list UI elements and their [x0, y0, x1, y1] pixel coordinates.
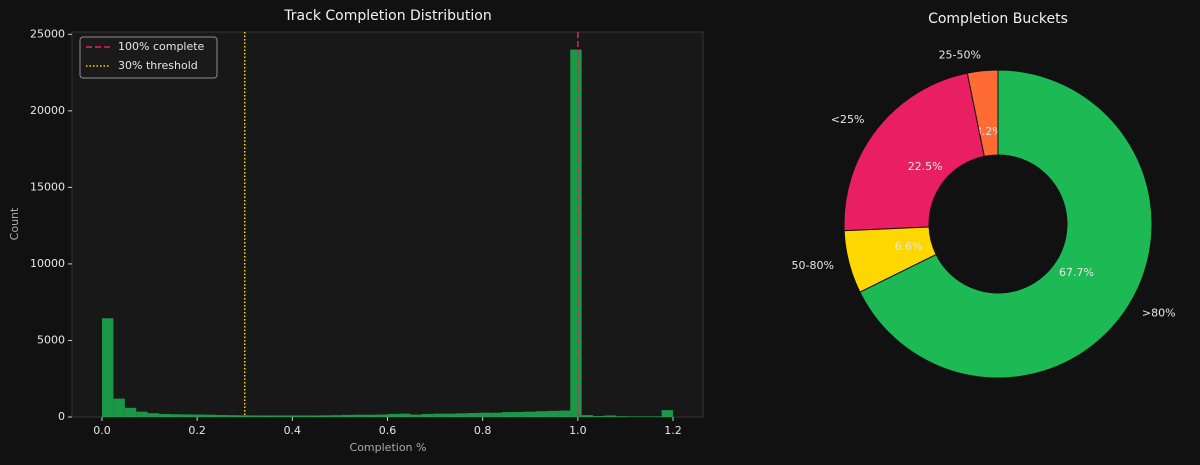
bar	[524, 411, 536, 417]
bar	[250, 415, 262, 417]
x-tick-label: 1.0	[569, 424, 587, 437]
chart-title: Track Completion Distribution	[283, 8, 491, 24]
x-tick-label: 0.6	[379, 424, 397, 437]
chart-title: Completion Buckets	[928, 11, 1068, 27]
bar	[376, 414, 388, 417]
bar	[650, 416, 662, 417]
bar	[467, 413, 479, 417]
y-tick-label: 0	[58, 410, 65, 423]
wedge-label: <25%	[831, 113, 865, 126]
bar	[273, 415, 285, 417]
y-tick-label: 5000	[37, 333, 65, 346]
y-tick-label: 25000	[30, 27, 65, 40]
plot-area	[71, 31, 704, 418]
bar	[535, 411, 548, 417]
bar	[421, 413, 434, 417]
value-label: 3.2%	[975, 125, 1003, 138]
bar	[615, 416, 628, 417]
bar	[593, 416, 605, 417]
bar	[501, 412, 514, 417]
x-axis-label: Completion %	[350, 441, 427, 454]
bar	[364, 414, 377, 417]
bar	[101, 318, 114, 417]
bar	[398, 413, 411, 417]
wedge-label: 50-80%	[792, 259, 834, 272]
bar	[239, 415, 251, 417]
bar	[113, 398, 125, 417]
bar	[353, 414, 365, 417]
bar	[124, 407, 137, 417]
donut-wedge	[859, 69, 1153, 379]
bar	[147, 413, 160, 417]
bar	[456, 413, 468, 417]
bar	[490, 412, 502, 417]
bar	[181, 414, 194, 417]
bar	[284, 415, 297, 417]
bar	[478, 412, 491, 417]
bar	[581, 415, 594, 417]
bar	[444, 413, 457, 417]
bar	[227, 415, 240, 417]
bar	[261, 415, 274, 417]
value-label: 22.5%	[908, 160, 943, 173]
bar	[170, 414, 182, 417]
donut-wedge	[843, 72, 985, 232]
bar	[330, 415, 342, 417]
y-axis-label: Count	[8, 207, 21, 240]
bar	[159, 413, 171, 417]
x-tick-label: 0.2	[188, 424, 206, 437]
x-tick-label: 0.4	[284, 424, 302, 437]
wedge-label: >80%	[1142, 306, 1176, 319]
legend-label: 30% threshold	[118, 59, 198, 72]
bar	[136, 411, 148, 417]
bar	[661, 410, 674, 417]
bar	[627, 416, 639, 417]
bar	[638, 416, 651, 417]
x-tick-label: 1.2	[664, 424, 682, 437]
y-tick-label: 15000	[30, 180, 65, 193]
bar	[547, 410, 559, 417]
x-tick-label: 0.0	[93, 424, 111, 437]
legend-box	[79, 36, 218, 79]
legend-label: 100% complete	[118, 40, 205, 53]
bar	[513, 411, 525, 417]
bar	[204, 414, 217, 417]
bar	[307, 415, 319, 417]
bar	[433, 413, 445, 417]
bar	[387, 413, 399, 417]
bar	[318, 415, 331, 417]
x-tick-label: 0.8	[474, 424, 492, 437]
bar	[410, 414, 422, 417]
bar	[193, 414, 205, 417]
bar	[604, 415, 616, 417]
value-label: 67.7%	[1059, 266, 1094, 279]
bar	[296, 415, 308, 417]
value-label: 6.6%	[895, 240, 923, 253]
bar	[341, 414, 354, 417]
y-tick-label: 10000	[30, 257, 65, 270]
bar	[570, 49, 582, 418]
y-tick-label: 20000	[30, 104, 65, 117]
wedge-label: 25-50%	[939, 48, 981, 61]
bar	[558, 410, 571, 417]
bar	[216, 415, 228, 417]
